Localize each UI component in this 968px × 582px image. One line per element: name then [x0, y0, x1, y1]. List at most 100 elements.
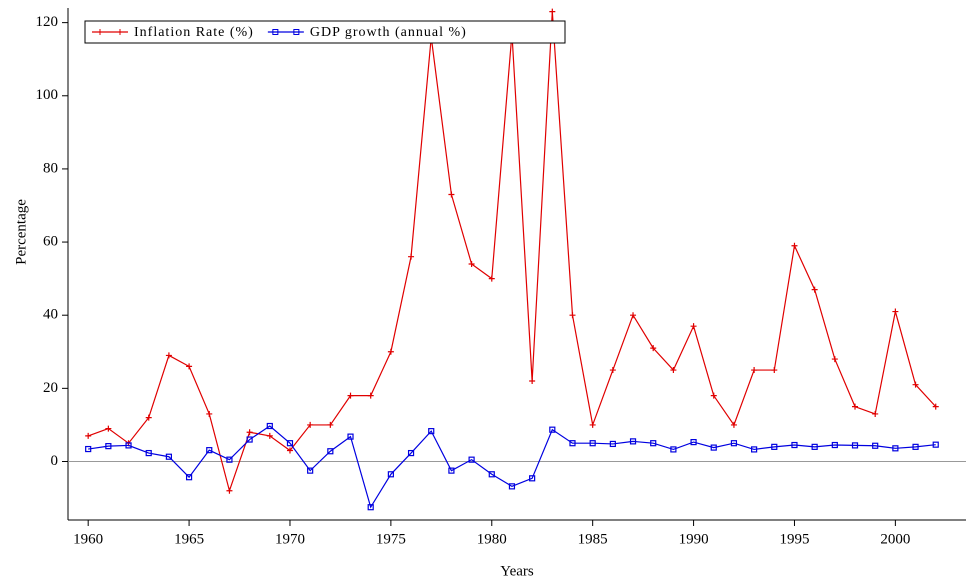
marker [448, 467, 455, 474]
marker [387, 348, 394, 355]
marker [407, 449, 415, 457]
series-line [87, 11, 937, 493]
marker [145, 414, 152, 421]
marker [468, 261, 475, 267]
marker [811, 286, 818, 293]
y-axis-label: Percentage [13, 199, 29, 265]
marker [569, 312, 576, 319]
x-tick-label: 2000 [880, 531, 910, 547]
legend: Inflation Rate (%) GDP growth (annual %) [84, 20, 566, 44]
marker [85, 445, 92, 453]
x-tick-label: 1975 [376, 531, 406, 547]
marker [85, 432, 92, 439]
marker [630, 312, 637, 319]
marker [791, 242, 798, 249]
legend-label: GDP growth (annual %) [310, 25, 467, 40]
marker [367, 392, 374, 399]
marker [730, 440, 738, 447]
marker [589, 440, 596, 447]
series-line [88, 425, 936, 509]
marker [408, 253, 415, 260]
marker [145, 449, 152, 457]
marker [286, 447, 293, 454]
marker [327, 421, 334, 428]
marker [387, 471, 394, 478]
marker [246, 436, 253, 443]
marker [428, 428, 435, 435]
marker [932, 441, 939, 448]
marker [206, 410, 213, 417]
marker [165, 352, 172, 359]
y-tick-label: 0 [51, 453, 59, 469]
x-tick-label: 1990 [679, 531, 709, 547]
marker [670, 446, 677, 453]
marker [872, 442, 879, 449]
marker [246, 429, 253, 436]
x-tick-label: 1995 [779, 531, 809, 547]
marker [650, 345, 657, 352]
marker [327, 448, 334, 455]
marker [488, 471, 495, 478]
marker [670, 367, 677, 374]
legend-box [84, 20, 566, 44]
x-tick-label: 1970 [275, 531, 305, 547]
marker [367, 504, 374, 511]
marker [609, 440, 616, 448]
marker [185, 474, 193, 481]
marker [468, 456, 475, 463]
legend-label: Inflation Rate (%) [134, 25, 254, 40]
marker [629, 438, 637, 445]
marker [912, 443, 919, 450]
x-tick-label: 1980 [477, 531, 507, 547]
marker [529, 475, 536, 482]
x-axis-label: Years [500, 563, 534, 579]
marker [710, 444, 717, 451]
marker [105, 443, 112, 450]
marker [852, 403, 859, 410]
legend-marker [272, 29, 300, 35]
y-tick-label: 80 [43, 160, 58, 176]
marker [872, 410, 879, 417]
marker [650, 440, 657, 447]
y-tick-label: 120 [36, 14, 59, 30]
marker [226, 456, 233, 463]
marker [831, 356, 838, 363]
marker [751, 446, 758, 453]
x-tick-label: 1965 [174, 531, 204, 547]
marker [609, 367, 616, 374]
marker [690, 323, 697, 330]
marker [932, 403, 939, 410]
marker [549, 8, 556, 15]
marker [266, 422, 273, 430]
marker [508, 483, 516, 490]
marker [589, 421, 596, 428]
marker [105, 425, 112, 432]
marker [529, 378, 536, 385]
marker [549, 426, 556, 433]
marker [125, 442, 132, 449]
y-tick-label: 20 [43, 380, 58, 396]
marker [892, 308, 899, 315]
marker [892, 445, 899, 452]
marker [307, 421, 314, 428]
marker [811, 443, 818, 450]
marker [347, 433, 354, 440]
marker [307, 467, 314, 474]
marker [912, 381, 919, 388]
y-tick-label: 40 [43, 307, 58, 323]
marker [226, 487, 233, 494]
marker [791, 441, 798, 449]
marker [206, 447, 213, 454]
marker [266, 432, 273, 439]
y-tick-label: 60 [43, 233, 58, 249]
marker [448, 191, 455, 198]
x-tick-label: 1985 [578, 531, 608, 547]
marker [771, 443, 778, 450]
marker [569, 440, 576, 447]
marker [710, 392, 717, 399]
marker [347, 392, 354, 399]
y-tick-label: 100 [36, 87, 59, 103]
legend-marker [97, 29, 123, 35]
marker [751, 367, 758, 374]
